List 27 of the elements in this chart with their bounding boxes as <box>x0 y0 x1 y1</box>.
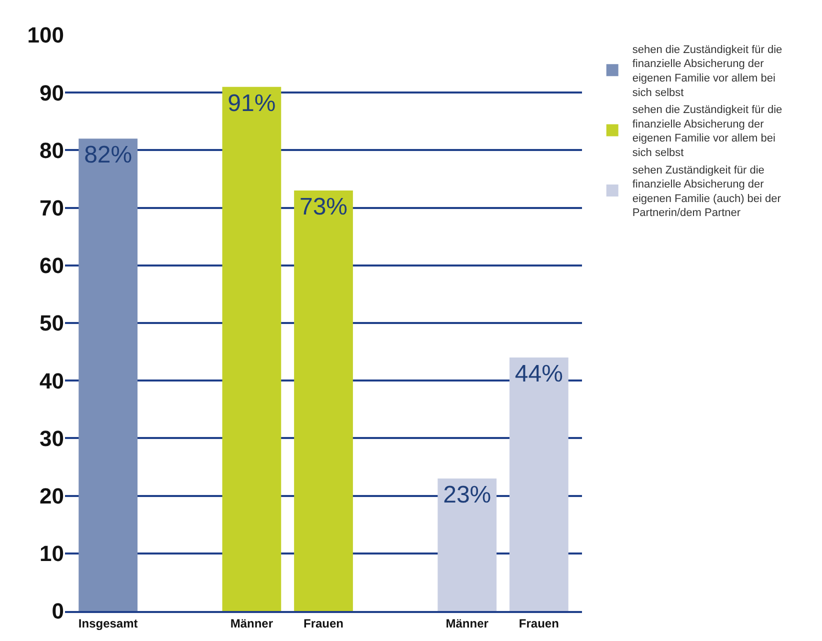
y-tick-label: 40 <box>40 368 64 394</box>
data-label: 91% <box>228 90 276 117</box>
bar <box>78 138 138 611</box>
x-tick-label: Männer <box>446 616 489 630</box>
bar <box>438 478 497 611</box>
bar <box>509 358 568 611</box>
y-tick-label: 20 <box>40 484 64 508</box>
y-tick-label: 10 <box>40 541 64 566</box>
y-tick-label: 30 <box>40 426 64 451</box>
y-tick-label: 90 <box>40 80 64 106</box>
data-label: 73% <box>299 194 348 221</box>
y-tick-label: 70 <box>40 196 64 220</box>
y-tick-label: 100 <box>27 22 64 48</box>
y-tick-label: 80 <box>40 138 64 163</box>
y-tick-label: 60 <box>40 253 64 278</box>
data-label: 82% <box>84 142 132 169</box>
y-tick-label: 50 <box>40 310 64 336</box>
bar <box>294 190 353 611</box>
bar <box>222 86 282 611</box>
x-tick-label: Frauen <box>518 616 559 630</box>
x-tick-label: Männer <box>230 616 274 630</box>
data-label: 23% <box>443 482 492 509</box>
legend-label: sehen Zuständigkeit für die finanzielle Absicherung der eigenen Familie (auch) bei der Partnerin/dem Partner <box>632 164 782 220</box>
x-tick-label: Insgesamt <box>78 616 138 630</box>
y-tick-label: 0 <box>52 598 64 624</box>
data-label: 44% <box>514 360 563 388</box>
x-tick-label: Frauen <box>303 616 344 630</box>
